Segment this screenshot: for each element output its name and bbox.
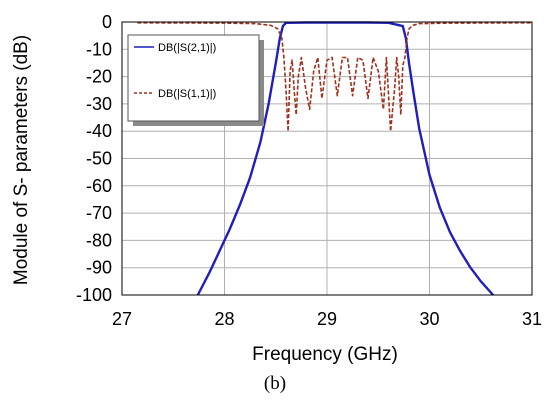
y-tick-label: -10	[86, 39, 112, 59]
y-tick-label: -60	[86, 176, 112, 196]
figure-caption: (b)	[264, 373, 286, 394]
legend-label-s11: DB(|S(1,1)|)	[158, 88, 216, 100]
x-axis-label: Frequency (GHz)	[252, 344, 398, 365]
y-tick-label: -40	[86, 121, 112, 141]
legend-box	[127, 34, 260, 122]
y-tick-label: -30	[86, 94, 112, 114]
y-tick-labels: 0 -10 -20 -30 -40 -50 -60 -70 -80 -90 -100	[76, 12, 112, 305]
legend: DB(|S(2,1)|) DB(|S(1,1)|)	[127, 34, 264, 126]
y-tick-label: -80	[86, 230, 112, 250]
x-tick-label: 28	[214, 309, 234, 329]
x-tick-labels: 27 28 29 30 31	[112, 309, 542, 329]
legend-label-s21: DB(|S(2,1)|)	[158, 42, 216, 54]
y-tick-label: -90	[86, 258, 112, 278]
y-tick-label: -70	[86, 203, 112, 223]
x-tick-label: 30	[419, 309, 439, 329]
x-tick-label: 31	[522, 309, 542, 329]
x-tick-label: 29	[317, 309, 337, 329]
y-tick-label: -20	[86, 67, 112, 87]
y-tick-label: -100	[76, 285, 112, 305]
y-tick-label: -50	[86, 149, 112, 169]
y-axis-label: Module of S- parameters (dB)	[11, 35, 32, 285]
plot-frame	[121, 21, 533, 296]
y-tick-label: 0	[102, 12, 112, 32]
series-line-s11	[137, 22, 533, 132]
x-tick-label: 27	[112, 309, 132, 329]
